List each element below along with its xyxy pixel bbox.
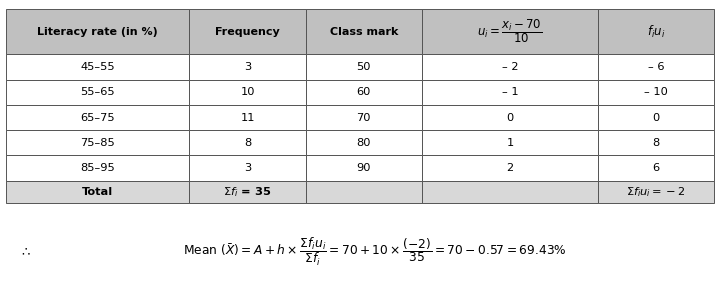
Bar <box>598 80 714 105</box>
Text: 90: 90 <box>356 163 371 173</box>
Text: – 2: – 2 <box>502 62 518 72</box>
Text: 85–95: 85–95 <box>80 163 115 173</box>
Text: Mean $\left(\bar{X}\right) = A + h \times \dfrac{\Sigma f_i u_i}{\Sigma f_i}= 70: Mean $\left(\bar{X}\right) = A + h \time… <box>182 236 567 268</box>
Bar <box>598 181 714 203</box>
Text: Frequency: Frequency <box>215 26 280 37</box>
Text: 50: 50 <box>356 62 371 72</box>
Text: Total: Total <box>82 187 113 197</box>
Text: 65–75: 65–75 <box>81 113 115 122</box>
Text: $\Sigma f_i$ = 35: $\Sigma f_i$ = 35 <box>223 185 271 199</box>
Bar <box>189 130 306 155</box>
Text: 10: 10 <box>240 87 255 97</box>
Bar <box>306 9 422 54</box>
Bar <box>6 181 189 203</box>
Text: 70: 70 <box>356 113 371 122</box>
Bar <box>306 181 422 203</box>
Bar <box>422 9 598 54</box>
Bar <box>422 54 598 80</box>
Bar <box>598 9 714 54</box>
Text: $\Sigma f_i u_i = -2$: $\Sigma f_i u_i = -2$ <box>626 185 686 199</box>
Bar <box>189 54 306 80</box>
Text: 1: 1 <box>506 138 513 148</box>
Bar <box>422 130 598 155</box>
Bar <box>189 105 306 130</box>
Bar <box>306 105 422 130</box>
Text: 3: 3 <box>244 62 251 72</box>
Bar <box>6 9 189 54</box>
Bar <box>189 9 306 54</box>
Bar <box>189 181 306 203</box>
Bar <box>306 130 422 155</box>
Text: $u_i = \dfrac{x_i - 70}{10}$: $u_i = \dfrac{x_i - 70}{10}$ <box>477 18 543 46</box>
Text: – 1: – 1 <box>502 87 518 97</box>
Text: Class mark: Class mark <box>330 26 398 37</box>
Text: 60: 60 <box>356 87 371 97</box>
Bar <box>6 80 189 105</box>
Bar <box>189 80 306 105</box>
Text: – 6: – 6 <box>648 62 665 72</box>
Bar <box>422 80 598 105</box>
Bar <box>598 54 714 80</box>
Text: 11: 11 <box>240 113 255 122</box>
Bar <box>6 130 189 155</box>
Text: $\therefore$: $\therefore$ <box>19 246 31 259</box>
Bar <box>189 155 306 181</box>
Text: 0: 0 <box>652 113 660 122</box>
Text: 3: 3 <box>244 163 251 173</box>
Bar <box>422 155 598 181</box>
Text: 8: 8 <box>244 138 251 148</box>
Bar <box>6 105 189 130</box>
Text: – 10: – 10 <box>644 87 668 97</box>
Bar <box>6 54 189 80</box>
Text: 0: 0 <box>506 113 513 122</box>
Text: 55–65: 55–65 <box>81 87 115 97</box>
Text: 8: 8 <box>652 138 660 148</box>
Bar <box>598 155 714 181</box>
Bar <box>598 130 714 155</box>
Bar <box>306 54 422 80</box>
Text: 45–55: 45–55 <box>81 62 115 72</box>
Text: 80: 80 <box>356 138 371 148</box>
Text: 6: 6 <box>652 163 660 173</box>
Bar <box>306 80 422 105</box>
Bar <box>6 155 189 181</box>
Text: Literacy rate (in %): Literacy rate (in %) <box>37 26 158 37</box>
Text: 75–85: 75–85 <box>80 138 115 148</box>
Bar <box>306 155 422 181</box>
Bar <box>598 105 714 130</box>
Text: $f_i u_i$: $f_i u_i$ <box>647 23 665 39</box>
Bar <box>422 105 598 130</box>
Bar <box>422 181 598 203</box>
Text: 2: 2 <box>506 163 513 173</box>
